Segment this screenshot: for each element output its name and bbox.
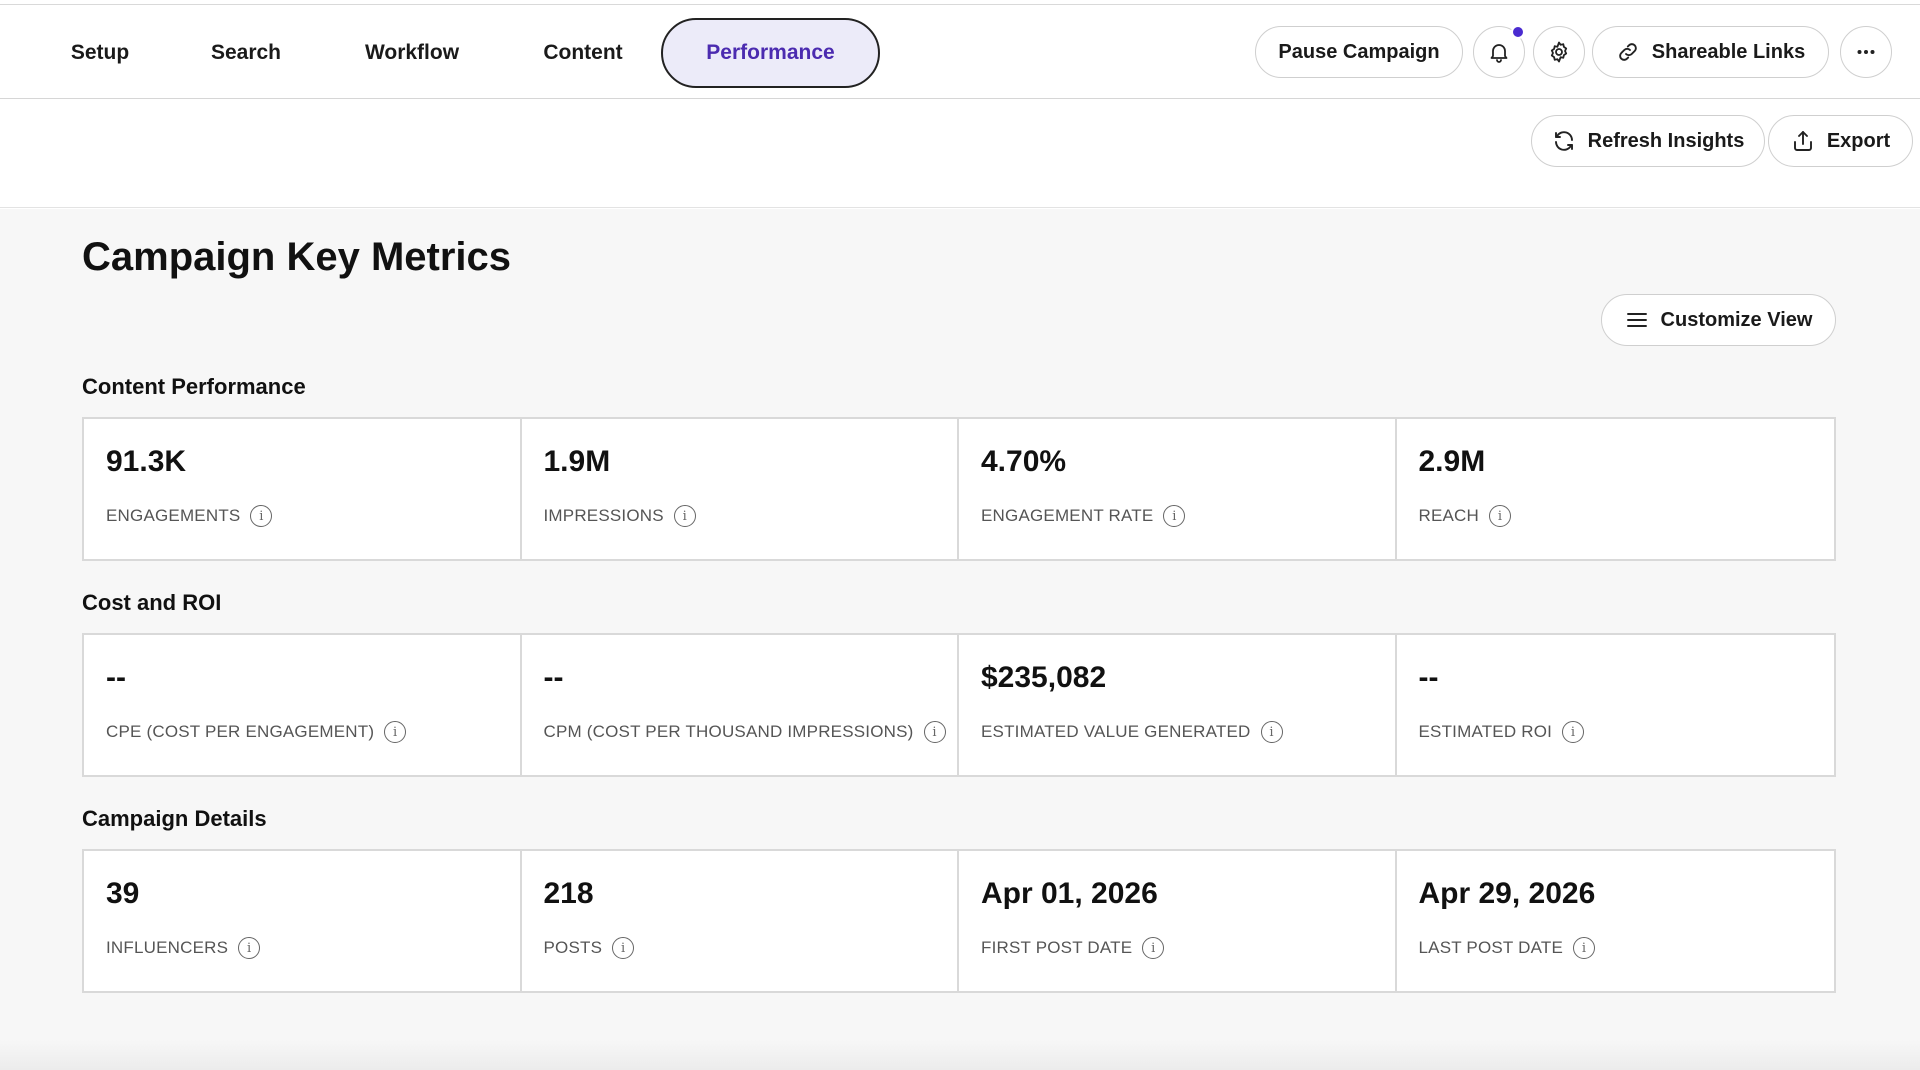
metric-card: 218 POSTS i — [522, 851, 959, 991]
info-icon[interactable]: i — [612, 937, 635, 959]
tab-workflow[interactable]: Workflow — [364, 41, 460, 64]
cost-roi-metrics: -- CPE (COST PER ENGAGEMENT) i -- CPM (CO… — [82, 633, 1836, 777]
more-icon — [1857, 50, 1875, 54]
metric-label: ENGAGEMENT RATE — [981, 506, 1154, 525]
metric-label: ENGAGEMENTS — [106, 506, 241, 525]
notification-dot — [1511, 25, 1525, 39]
metric-value: 91.3K — [106, 445, 187, 478]
content-performance-metrics: 91.3K ENGAGEMENTS i 1.9M IMPRESSIONS i 4.7… — [82, 417, 1836, 561]
page-title: Campaign Key Metrics — [82, 235, 512, 279]
metric-label: LAST POST DATE — [1418, 938, 1564, 957]
metric-value: $235,082 — [981, 661, 1107, 694]
info-icon[interactable]: i — [238, 937, 261, 959]
export-icon — [1793, 131, 1812, 151]
info-icon[interactable]: i — [1489, 505, 1512, 527]
metric-label: POSTS — [543, 938, 603, 957]
info-icon[interactable]: i — [673, 505, 696, 527]
metric-value: -- — [1418, 661, 1439, 694]
metric-label: IMPRESSIONS — [543, 506, 664, 525]
metric-value: 2.9M — [1418, 445, 1486, 478]
metric-value: -- — [106, 661, 126, 694]
info-icon[interactable]: i — [1142, 937, 1165, 959]
info-icon[interactable]: i — [1260, 721, 1283, 743]
metric-label: CPM (COST PER THOUSAND IMPRESSIONS) — [543, 722, 914, 741]
metric-card: -- CPM (COST PER THOUSAND IMPRESSIONS) i — [522, 635, 959, 775]
bell-icon — [1490, 44, 1508, 63]
metric-label: ESTIMATED VALUE GENERATED — [981, 722, 1251, 741]
tab-performance[interactable]: Performance — [661, 18, 880, 88]
metric-label: ESTIMATED ROI — [1418, 722, 1553, 741]
tab-content[interactable]: Content — [543, 41, 623, 64]
metric-label: INFLUENCERS — [106, 938, 229, 957]
main-content: Campaign Key Metrics Customize View Cont… — [0, 209, 1920, 1070]
metric-card: Apr 01, 2026 FIRST POST DATE i — [959, 851, 1397, 991]
metric-value: 1.9M — [543, 445, 611, 478]
section-title-cost-roi: Cost and ROI — [82, 590, 222, 615]
customize-view-label: Customize View — [1660, 308, 1813, 331]
link-icon — [1618, 43, 1637, 61]
info-icon[interactable]: i — [1573, 937, 1596, 959]
menu-icon — [1626, 313, 1647, 327]
customize-view-button[interactable]: Customize View — [1601, 294, 1836, 346]
top-navigation: Setup Search Workflow Content Performanc… — [0, 5, 1920, 99]
metric-value: 4.70% — [981, 445, 1067, 478]
pause-campaign-label: Pause Campaign — [1278, 40, 1440, 63]
info-icon[interactable]: i — [384, 721, 407, 743]
top-divider — [0, 4, 1920, 5]
section-title-campaign-details: Campaign Details — [82, 806, 267, 831]
metric-value: 218 — [543, 877, 594, 910]
export-label: Export — [1826, 129, 1891, 152]
metric-card: -- CPE (COST PER ENGAGEMENT) i — [84, 635, 522, 775]
info-icon[interactable]: i — [923, 721, 946, 743]
campaign-details-metrics: 39 INFLUENCERS i 218 POSTS i Apr 01, 2026 … — [82, 849, 1836, 993]
refresh-icon — [1554, 131, 1573, 151]
metric-value: -- — [543, 661, 564, 694]
settings-button[interactable] — [1533, 26, 1585, 78]
refresh-insights-button[interactable]: Refresh Insights — [1531, 115, 1765, 167]
metric-label: REACH — [1418, 506, 1480, 525]
metric-card: 39 INFLUENCERS i — [84, 851, 522, 991]
info-icon[interactable]: i — [250, 505, 273, 527]
bottom-shadow — [0, 1040, 1920, 1070]
shareable-links-label: Shareable Links — [1651, 40, 1806, 63]
section-title-content-performance: Content Performance — [82, 374, 306, 399]
metric-label: FIRST POST DATE — [981, 938, 1133, 957]
metric-card: 2.9M REACH i — [1397, 419, 1835, 559]
pause-campaign-button[interactable]: Pause Campaign — [1255, 26, 1463, 78]
metric-card: 1.9M IMPRESSIONS i — [522, 419, 959, 559]
metric-card: $235,082 ESTIMATED VALUE GENERATED i — [959, 635, 1397, 775]
tab-search[interactable]: Search — [210, 41, 282, 64]
metric-card: -- ESTIMATED ROI i — [1397, 635, 1835, 775]
gear-icon — [1550, 41, 1568, 63]
metric-card: 4.70% ENGAGEMENT RATE i — [959, 419, 1397, 559]
metric-card: Apr 29, 2026 LAST POST DATE i — [1397, 851, 1835, 991]
info-icon[interactable]: i — [1163, 505, 1186, 527]
more-options-button[interactable] — [1840, 26, 1892, 78]
tab-setup[interactable]: Setup — [70, 41, 130, 64]
refresh-insights-label: Refresh Insights — [1587, 129, 1745, 152]
metric-value: 39 — [106, 877, 140, 910]
metric-label: CPE (COST PER ENGAGEMENT) — [106, 722, 375, 741]
metric-value: Apr 01, 2026 — [981, 877, 1158, 910]
metric-card: 91.3K ENGAGEMENTS i — [84, 419, 522, 559]
insights-toolbar: Refresh Insights Export — [0, 100, 1920, 208]
shareable-links-button[interactable]: Shareable Links — [1592, 26, 1829, 78]
info-icon[interactable]: i — [1562, 721, 1585, 743]
export-button[interactable]: Export — [1768, 115, 1913, 167]
metric-value: Apr 29, 2026 — [1418, 877, 1596, 910]
notifications-button[interactable] — [1473, 25, 1525, 78]
